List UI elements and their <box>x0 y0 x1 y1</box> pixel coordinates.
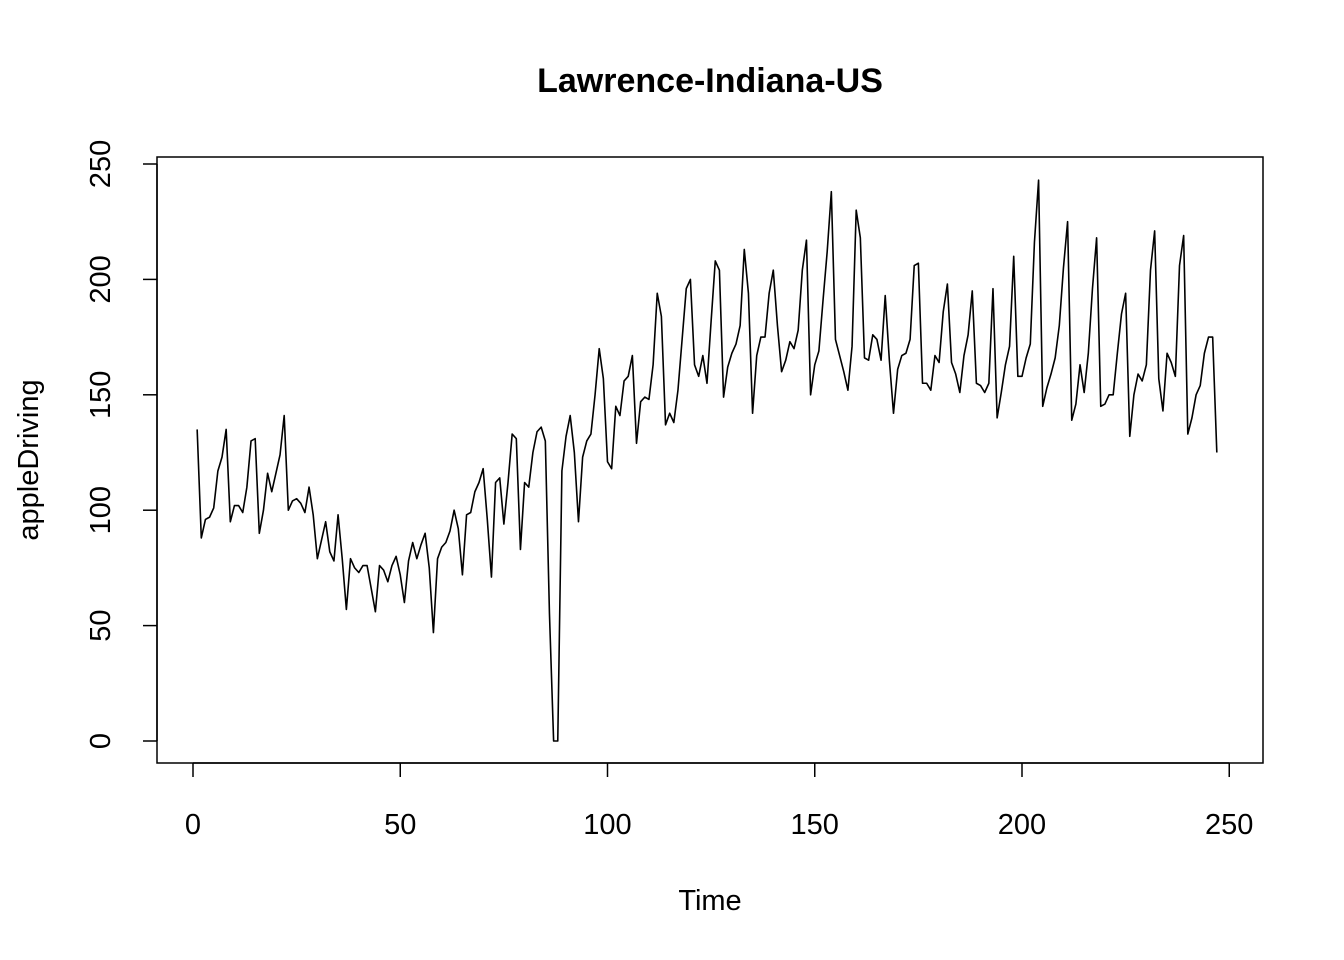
x-tick-label: 50 <box>384 809 416 841</box>
y-tick-label: 150 <box>85 371 117 419</box>
y-tick-label: 0 <box>85 733 117 749</box>
x-tick-label: 200 <box>998 809 1046 841</box>
x-axis: 0 50 100 150 200 250 <box>185 762 1253 841</box>
x-axis-label: Time <box>678 885 741 917</box>
y-tick-label: 250 <box>85 140 117 188</box>
series-line <box>196 179 1218 742</box>
x-tick-label: 250 <box>1205 809 1253 841</box>
x-tick-label: 100 <box>583 809 631 841</box>
y-tick-label: 50 <box>85 609 117 641</box>
y-tick-label: 200 <box>85 255 117 303</box>
y-axis-label: appleDriving <box>13 379 45 540</box>
y-tick-label: 100 <box>85 486 117 534</box>
chart-title: Lawrence-Indiana-US <box>537 62 883 100</box>
x-tick-label: 150 <box>791 809 839 841</box>
x-tick-label: 0 <box>185 809 201 841</box>
y-axis: 0 50 100 150 200 250 <box>85 140 158 749</box>
